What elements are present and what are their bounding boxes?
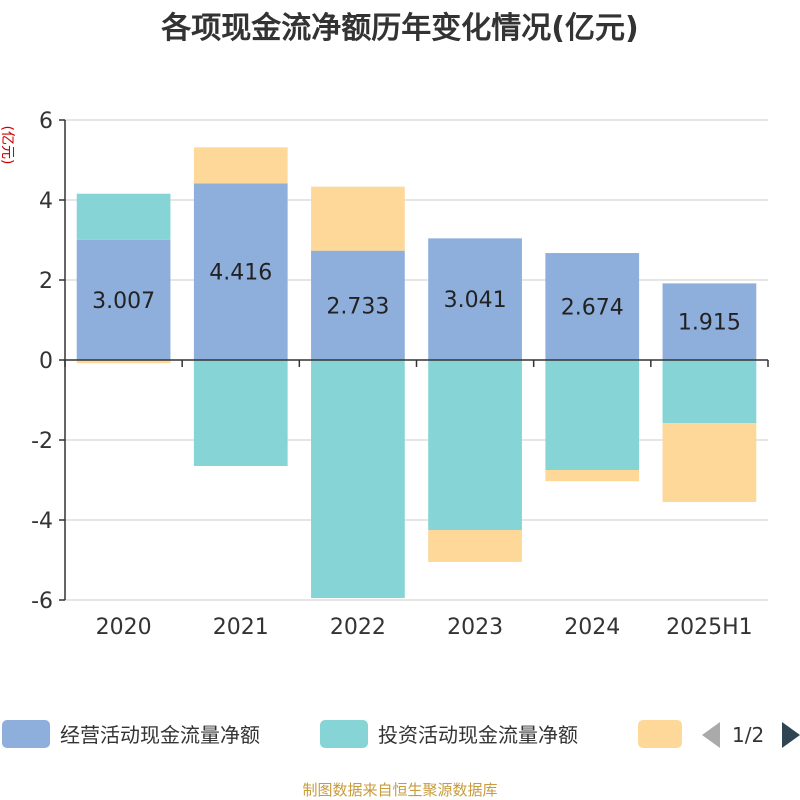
data-label: 4.416	[209, 261, 272, 286]
x-tick-label: 2025H1	[666, 615, 753, 640]
x-tick-label: 2020	[96, 615, 152, 640]
legend-pager-label: 1/2	[732, 723, 764, 747]
bar-series-1-2023[interactable]	[428, 360, 522, 530]
x-tick-labels: 2020 2021 2022 2023 2024 2025H1	[96, 615, 753, 640]
data-label: 2.674	[561, 296, 624, 321]
y-tick-label: 6	[39, 109, 53, 134]
x-tick-label: 2023	[447, 615, 503, 640]
x-tick-label: 2022	[330, 615, 386, 640]
data-labels: 3.007 4.416 2.733 3.041 2.674 1.915	[92, 261, 741, 336]
y-tick-label: 4	[39, 189, 53, 214]
x-tick-label: 2021	[213, 615, 269, 640]
y-tick-label: -6	[31, 589, 53, 614]
bar-series-1-2020[interactable]	[76, 193, 171, 240]
legend-swatch-operating[interactable]	[2, 720, 50, 748]
legend: 经营活动现金流量净额 投资活动现金流量净额 1/2	[2, 720, 800, 748]
bar-series-1-2022[interactable]	[311, 360, 405, 598]
y-tick-label: -4	[31, 509, 53, 534]
bar-series-0-2025H1[interactable]	[662, 283, 757, 360]
bar-series-0-2024[interactable]	[545, 253, 640, 360]
bar-series-1-2025H1[interactable]	[662, 360, 757, 424]
bar-series-0-2020[interactable]	[76, 239, 171, 360]
bar-series-0-2022[interactable]	[311, 250, 405, 360]
y-axis-unit: (亿元)	[0, 126, 15, 165]
bar-series-0-2021[interactable]	[193, 183, 288, 360]
bar-series-1-2021[interactable]	[193, 360, 288, 466]
y-tick-labels: -6 -4 -2 0 2 4 6	[31, 109, 53, 614]
bar-series-2-2020[interactable]	[76, 360, 171, 364]
bar-series-2-2021[interactable]	[193, 147, 288, 184]
y-tick-label: -2	[31, 429, 53, 454]
legend-swatch-investing[interactable]	[320, 720, 368, 748]
bars	[76, 147, 757, 598]
bar-series-0-2023[interactable]	[428, 238, 522, 360]
x-tick-label: 2024	[564, 615, 620, 640]
data-label: 1.915	[678, 311, 741, 336]
data-label: 3.007	[92, 289, 155, 314]
bar-series-2-2022[interactable]	[311, 186, 405, 251]
y-tick-label: 0	[39, 349, 53, 374]
legend-prev-arrow-icon[interactable]	[702, 722, 720, 748]
data-label: 2.733	[326, 294, 389, 319]
bar-series-2-2025H1[interactable]	[662, 423, 757, 502]
bar-series-2-2023[interactable]	[428, 530, 522, 562]
y-tick-label: 2	[39, 269, 53, 294]
legend-label-operating[interactable]: 经营活动现金流量净额	[60, 723, 260, 747]
bar-series-1-2024[interactable]	[545, 360, 640, 470]
legend-label-investing[interactable]: 投资活动现金流量净额	[378, 723, 578, 747]
bar-series-2-2024[interactable]	[545, 470, 640, 482]
data-label: 3.041	[444, 288, 507, 313]
legend-next-arrow-icon[interactable]	[782, 722, 800, 748]
data-source-note: 制图数据来自恒生聚源数据库	[302, 781, 497, 799]
chart-title: 各项现金流净额历年变化情况(亿元)	[160, 11, 638, 46]
legend-swatch-financing[interactable]	[638, 720, 682, 748]
axes	[59, 119, 769, 601]
